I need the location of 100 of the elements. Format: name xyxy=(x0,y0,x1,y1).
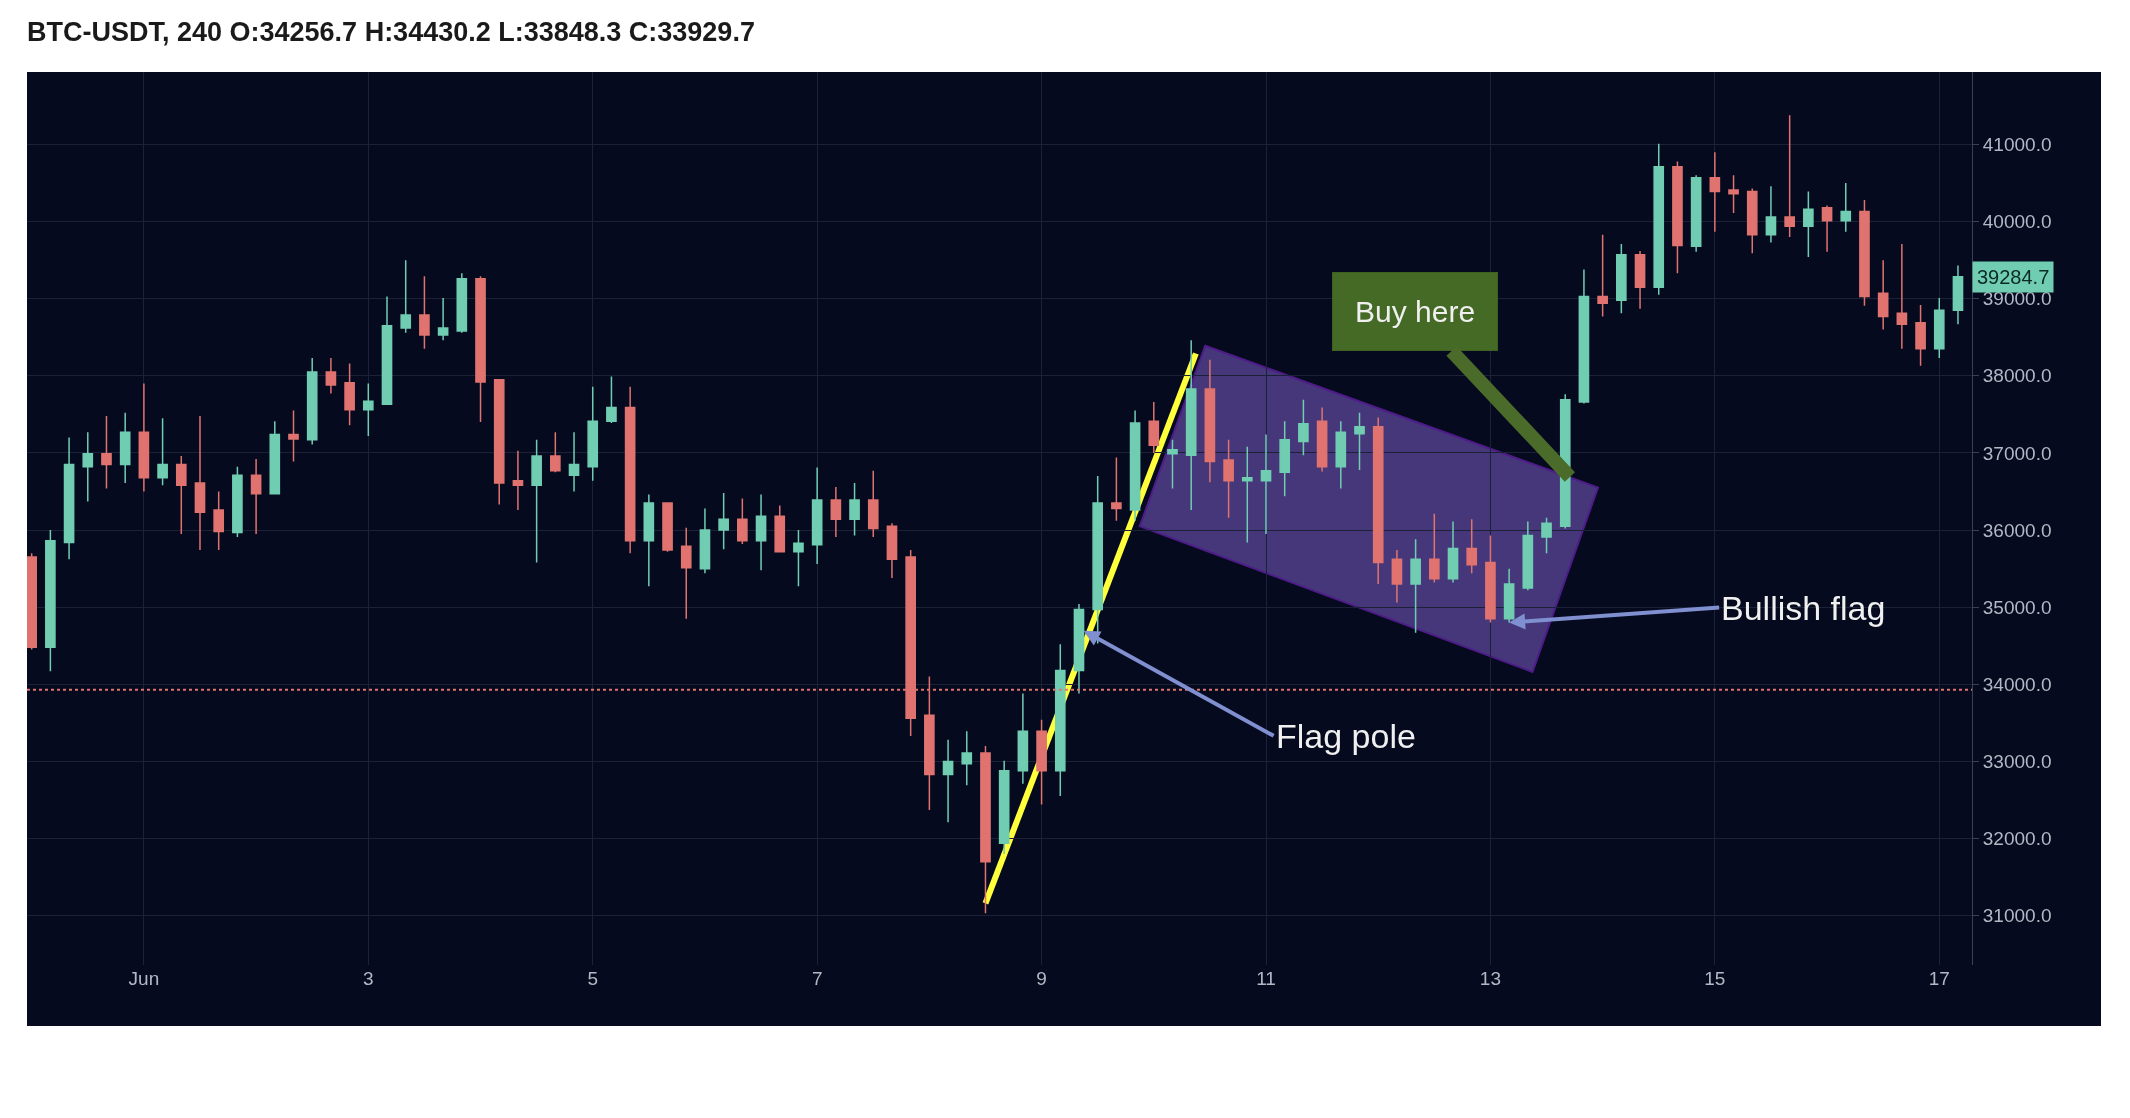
candlestick xyxy=(1653,142,1665,296)
candlestick xyxy=(213,490,225,551)
candlestick xyxy=(194,415,206,551)
chart-title: BTC-USDT, 240 O:34256.7 H:34430.2 L:33848.3 C:33929.7 xyxy=(27,16,755,47)
candlestick xyxy=(942,739,954,824)
y-tick-label: 41000.0 xyxy=(1982,134,2052,156)
candlestick xyxy=(232,466,243,538)
candlestick xyxy=(643,493,655,588)
candlestick xyxy=(755,493,767,571)
text: 39284.7 xyxy=(1977,266,2050,288)
y-tick-label: 35000.0 xyxy=(1982,596,2052,618)
candlestick xyxy=(550,431,561,473)
candlestick xyxy=(1485,534,1496,624)
y-tick-label: 37000.0 xyxy=(1982,442,2052,464)
candlestick xyxy=(1466,518,1478,574)
candlestick xyxy=(1803,190,1814,258)
candlestick xyxy=(1167,439,1178,490)
candlestick xyxy=(699,507,711,574)
candlestick xyxy=(250,458,262,535)
candlestick xyxy=(362,382,374,437)
candlestick xyxy=(138,382,150,493)
candlestick xyxy=(1578,268,1590,405)
candlestick xyxy=(624,385,636,554)
candlestick xyxy=(1541,516,1552,554)
candlestick xyxy=(1316,406,1328,473)
candlestick xyxy=(325,357,337,395)
candlestick xyxy=(1185,339,1197,511)
candlestick xyxy=(1690,174,1702,253)
x-tick-label: 17 xyxy=(1928,968,1950,989)
candlestick xyxy=(1054,643,1066,797)
candlestick xyxy=(27,552,38,651)
candlestick xyxy=(811,466,823,565)
candlestick xyxy=(1522,520,1534,591)
x-tick-label: 11 xyxy=(1256,968,1276,989)
candlestick xyxy=(1223,439,1234,519)
candlestick xyxy=(1877,259,1889,331)
candlestick xyxy=(1148,401,1160,454)
candlestick xyxy=(680,527,692,620)
candlestick xyxy=(1260,433,1272,535)
candlestick xyxy=(1279,420,1291,497)
candlestick xyxy=(662,502,673,553)
candlestick xyxy=(1672,160,1683,275)
candlestick xyxy=(1709,151,1721,233)
candlestick xyxy=(175,455,187,535)
candlestick xyxy=(1634,250,1646,310)
annotation: Buy here xyxy=(1355,295,1476,328)
candlestick xyxy=(1372,416,1384,585)
x-tick-label: 3 xyxy=(363,968,374,989)
y-tick-label: 33000.0 xyxy=(1982,751,2052,773)
candlestick xyxy=(1933,297,1945,359)
candlestick xyxy=(849,482,860,537)
candlestick xyxy=(1410,538,1421,634)
y-tick-label: 40000.0 xyxy=(1982,211,2052,233)
candlestick xyxy=(45,529,56,672)
y-tick-label: 31000.0 xyxy=(1982,905,2052,927)
candlestick xyxy=(998,759,1010,855)
candlestick xyxy=(456,272,468,334)
candlestick xyxy=(437,297,449,342)
x-tick-label: 15 xyxy=(1704,968,1726,989)
candlestick xyxy=(737,497,748,545)
candlestick xyxy=(82,431,94,503)
candlestick xyxy=(1503,567,1515,624)
candlestick xyxy=(1784,114,1795,238)
candlestick xyxy=(606,375,617,424)
candlestick xyxy=(1952,264,1964,325)
x-tick-label: 13 xyxy=(1479,968,1501,989)
candlestick xyxy=(793,529,804,588)
candlestick xyxy=(1129,409,1141,522)
candlestick xyxy=(774,504,786,553)
candlestick xyxy=(119,412,131,484)
candlestick xyxy=(1821,204,1833,253)
candlestick xyxy=(1915,304,1926,367)
annotation: Bullish flag xyxy=(1721,589,1886,627)
candlestick xyxy=(830,486,842,538)
candlestick xyxy=(101,415,112,490)
candlestick xyxy=(400,259,412,334)
candlestick xyxy=(157,417,168,487)
candlestick xyxy=(587,385,599,482)
candlestick xyxy=(1111,456,1122,522)
candlestick xyxy=(980,745,991,915)
candlestick xyxy=(1896,243,1908,350)
candlestick xyxy=(1354,412,1365,471)
candlestick xyxy=(1765,185,1777,244)
candlestick xyxy=(886,522,898,579)
candlestick xyxy=(568,431,580,493)
candlestick xyxy=(344,362,355,426)
candlestick xyxy=(1092,475,1104,645)
y-tick-label: 38000.0 xyxy=(1982,365,2052,387)
candlestick xyxy=(1859,199,1870,307)
candlestick xyxy=(1840,182,1852,233)
candlestick xyxy=(1597,233,1608,318)
x-tick-label: 5 xyxy=(587,968,599,989)
candlestick xyxy=(1017,692,1029,785)
candlestick xyxy=(531,439,542,564)
candlestick xyxy=(512,449,524,511)
x-tick-label: Jun xyxy=(128,968,160,989)
y-tick-label: 34000.0 xyxy=(1982,673,2052,695)
candlestick xyxy=(1428,513,1440,584)
candlestick xyxy=(1073,603,1085,695)
candlestick xyxy=(475,275,486,423)
